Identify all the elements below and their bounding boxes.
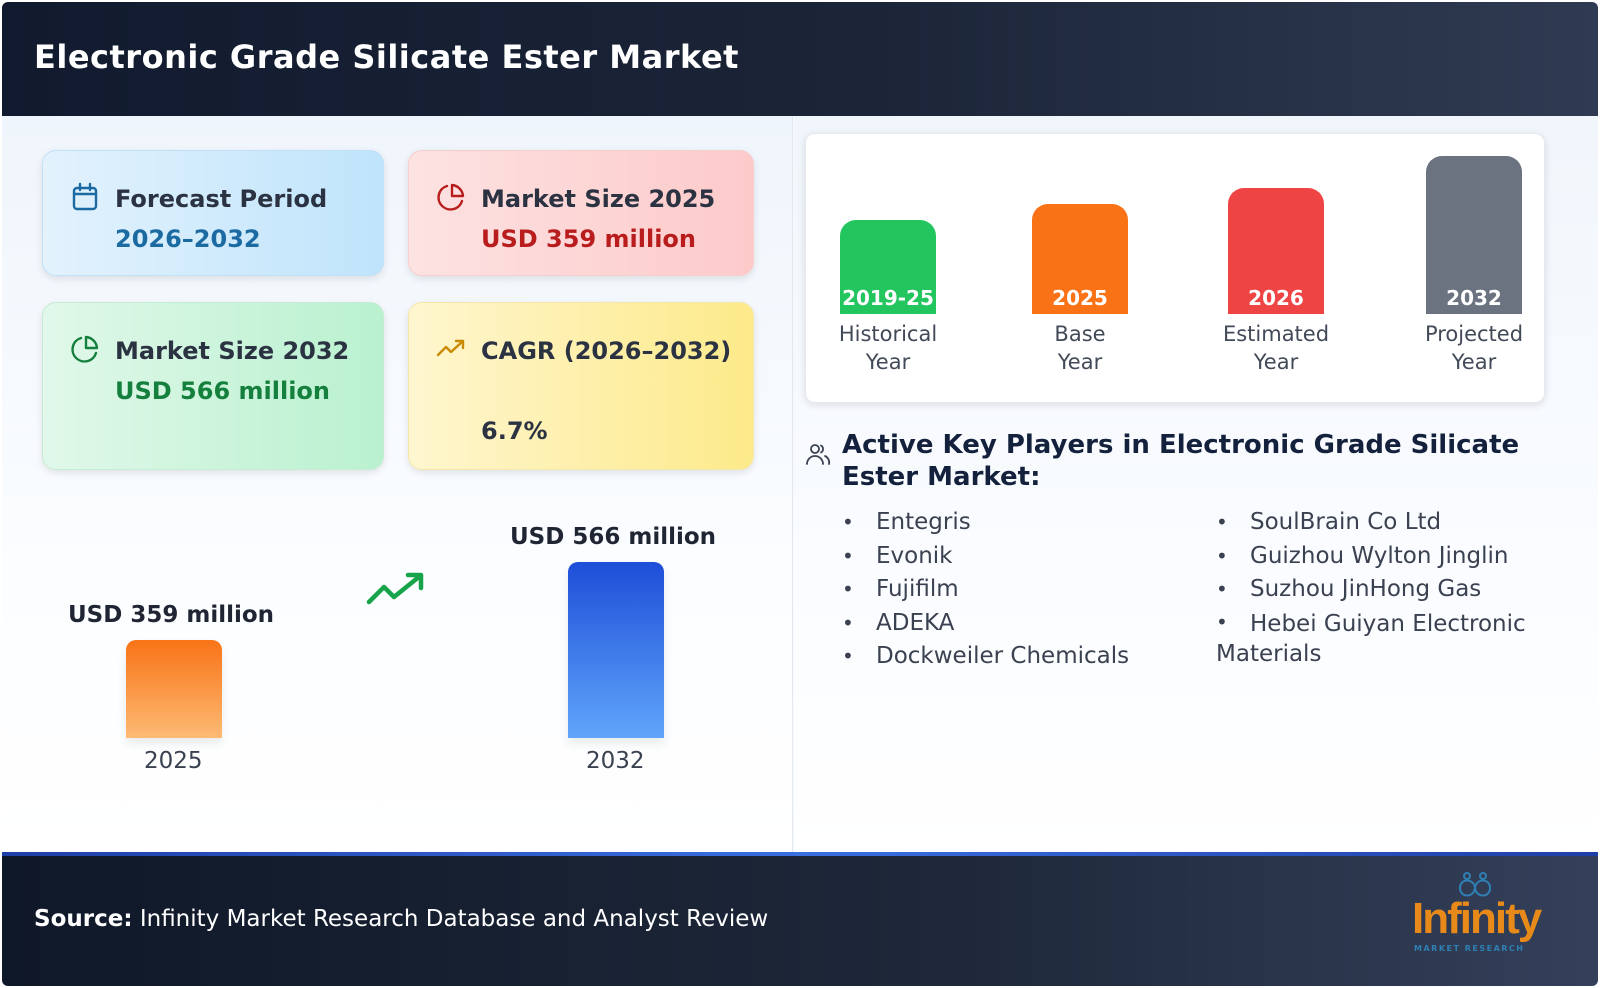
caption-line: Year bbox=[1451, 350, 1497, 374]
card-title: Forecast Period bbox=[115, 185, 328, 213]
right-panel: 2019-25 Historical Year 2025 Base Year 202… bbox=[794, 116, 1598, 856]
timeline-bar-historical: 2019-25 bbox=[840, 220, 936, 314]
list-item: Evonik bbox=[842, 540, 1182, 574]
bar-2025 bbox=[126, 640, 222, 738]
footer: Source: Infinity Market Research Databas… bbox=[2, 852, 1598, 986]
pie-chart-icon bbox=[437, 183, 465, 211]
timeline-card: 2019-25 Historical Year 2025 Base Year 202… bbox=[805, 133, 1545, 403]
list-item: Fujifilm bbox=[842, 573, 1182, 607]
source-value: Infinity Market Research Database and An… bbox=[139, 906, 769, 932]
timeline-year: 2025 bbox=[1052, 286, 1108, 310]
timeline-bar-projected: 2032 bbox=[1426, 156, 1522, 314]
timeline-bar-estimated: 2026 bbox=[1228, 188, 1324, 314]
key-players-list-1: Entegris Evonik Fujifilm ADEKA Dockweile… bbox=[842, 506, 1182, 674]
bar-2032 bbox=[568, 562, 664, 738]
infinity-logo-icon bbox=[1458, 872, 1492, 897]
users-icon bbox=[806, 444, 831, 465]
bar-year-2032: 2032 bbox=[586, 748, 645, 774]
calendar-icon bbox=[72, 182, 98, 211]
footer-accent-line bbox=[2, 852, 1598, 856]
timeline-caption-base: Base Year bbox=[1010, 320, 1150, 376]
caption-line: Estimated bbox=[1222, 322, 1330, 346]
caption-line: Projected bbox=[1424, 322, 1524, 346]
card-market-size-2032: Market Size 2032 USD 566 million bbox=[42, 302, 384, 470]
timeline-bar-base: 2025 bbox=[1032, 204, 1128, 314]
card-title: Market Size 2025 bbox=[481, 185, 716, 213]
card-value: USD 566 million bbox=[115, 377, 330, 405]
bar-value-label-2032: USD 566 million bbox=[510, 524, 717, 550]
page-title: Electronic Grade Silicate Ester Market bbox=[34, 38, 739, 76]
card-title: Market Size 2032 bbox=[115, 337, 350, 365]
timeline-caption-projected: Projected Year bbox=[1404, 320, 1544, 376]
left-panel: Forecast Period 2026–2032 Market Size 20… bbox=[2, 116, 793, 856]
list-item: Suzhou JinHong Gas bbox=[1216, 573, 1556, 607]
list-item: Entegris bbox=[842, 506, 1182, 540]
list-item: ADEKA bbox=[842, 607, 1182, 641]
company-logo: Infinity MARKET RESEARCH bbox=[1410, 870, 1542, 953]
caption-line: Year bbox=[865, 350, 911, 374]
card-title: CAGR (2026–2032) bbox=[481, 337, 732, 365]
caption-line: Year bbox=[1057, 350, 1103, 374]
card-value: USD 359 million bbox=[481, 225, 696, 253]
trending-up-icon bbox=[366, 572, 424, 605]
list-item: Hebei Guiyan Electronic Materials bbox=[1216, 607, 1556, 669]
caption-line: Year bbox=[1253, 350, 1299, 374]
card-forecast-period: Forecast Period 2026–2032 bbox=[42, 150, 384, 276]
logo-subtitle: MARKET RESEARCH bbox=[1414, 944, 1525, 953]
list-item: SoulBrain Co Ltd bbox=[1216, 506, 1556, 540]
key-players-list-2: SoulBrain Co Ltd Guizhou Wylton Jinglin … bbox=[1216, 506, 1556, 669]
source-label: Source: bbox=[34, 906, 133, 932]
header: Electronic Grade Silicate Ester Market bbox=[2, 2, 1598, 116]
timeline-year: 2032 bbox=[1446, 286, 1502, 310]
timeline-year: 2026 bbox=[1248, 286, 1304, 310]
card-cagr: CAGR (2026–2032) 6.7% bbox=[408, 302, 754, 470]
pie-chart-icon bbox=[71, 335, 99, 363]
timeline-caption-estimated: Estimated Year bbox=[1206, 320, 1346, 376]
caption-line: Historical bbox=[838, 322, 938, 346]
source-text: Source: Infinity Market Research Databas… bbox=[34, 906, 768, 932]
key-players-title: Active Key Players in Electronic Grade S… bbox=[842, 430, 1520, 492]
card-market-size-2025: Market Size 2025 USD 359 million bbox=[408, 150, 754, 276]
caption-line: Base bbox=[1054, 322, 1106, 346]
list-item: Guizhou Wylton Jinglin bbox=[1216, 540, 1556, 574]
bar-year-2025: 2025 bbox=[144, 748, 203, 774]
card-value: 6.7% bbox=[481, 417, 548, 445]
card-value: 2026–2032 bbox=[115, 225, 261, 253]
bar-value-label-2025: USD 359 million bbox=[68, 602, 275, 628]
timeline-year: 2019-25 bbox=[842, 286, 934, 310]
logo-wordmark: Infinity bbox=[1412, 894, 1542, 943]
timeline-caption-historical: Historical Year bbox=[818, 320, 958, 376]
trending-up-icon bbox=[436, 339, 465, 357]
list-item: Dockweiler Chemicals bbox=[842, 640, 1182, 674]
